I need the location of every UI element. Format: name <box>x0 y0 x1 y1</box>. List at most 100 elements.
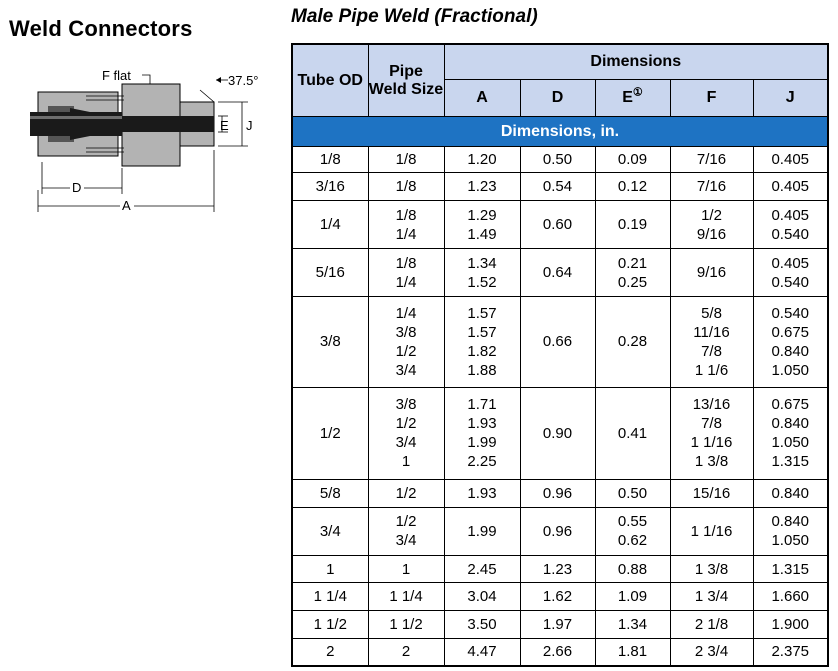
tube <box>30 112 122 136</box>
cell-pipe-weld-size: 1 <box>367 554 445 584</box>
cell-tube-od: 3/8 <box>291 296 369 388</box>
cell-e: 0.09 <box>594 145 671 174</box>
cell-j: 0.840 <box>752 478 829 508</box>
tube-highlight <box>30 116 122 119</box>
cell-pipe-weld-size-line: 3/8 <box>395 323 417 341</box>
cell-f-line: 9/16 <box>696 225 727 243</box>
cell-pipe-weld-size: 1/2 <box>367 478 445 508</box>
cell-tube-od: 2 <box>291 637 369 667</box>
table-row: 3/16 1/8 1.23 0.54 0.12 7/16 0.405 <box>291 172 829 202</box>
cell-pipe-weld-size: 1/8 1/4 <box>367 200 445 250</box>
cell-j: 0.840 1.050 <box>752 506 829 556</box>
cell-d: 0.90 <box>519 386 596 480</box>
cell-pipe-weld-size-line: 3/4 <box>395 434 417 452</box>
cell-j-line: 1.315 <box>771 560 810 578</box>
cell-j-line: 0.405 <box>771 206 810 224</box>
cell-e: 1.09 <box>594 582 671 612</box>
cell-a-line: 1.99 <box>467 522 497 540</box>
cell-a: 2.45 <box>443 554 521 584</box>
cell-f: 5/8 11/16 7/8 1 1/6 <box>669 296 754 388</box>
cell-f: 2 1/8 <box>669 610 754 639</box>
cell-pipe-weld-size-line: 1/4 <box>395 273 417 291</box>
cell-a-line: 1.93 <box>467 415 497 433</box>
cell-e: 0.19 <box>594 200 671 250</box>
cell-tube-od: 1/4 <box>291 200 369 250</box>
header-e-text: E <box>622 89 633 106</box>
cell-j-line: 0.840 <box>771 342 810 360</box>
cell-pipe-weld-size: 1/8 1/4 <box>367 248 445 298</box>
cell-e: 0.55 0.62 <box>594 506 671 556</box>
j-label: J <box>246 118 253 133</box>
cell-j: 1.315 <box>752 554 829 584</box>
cell-tube-od: 1 1/2 <box>291 610 369 639</box>
cell-j-line: 1.900 <box>771 615 810 633</box>
cell-f-line: 1/2 <box>701 206 722 224</box>
cell-pipe-weld-size-line: 3/8 <box>395 396 417 414</box>
cell-a-line: 1.82 <box>467 342 497 360</box>
cell-j-line: 0.540 <box>771 304 810 322</box>
cell-f: 1/2 9/16 <box>669 200 754 250</box>
cell-pipe-weld-size: 1/8 <box>367 172 445 202</box>
cell-f-line: 1 3/8 <box>694 560 729 578</box>
cell-j-line: 0.675 <box>771 323 810 341</box>
cell-f: 7/16 <box>669 145 754 174</box>
cell-a: 1.34 1.52 <box>443 248 521 298</box>
cell-f-line: 1 1/16 <box>690 434 733 452</box>
cell-j-line: 0.840 <box>771 484 810 502</box>
cell-pipe-weld-size: 3/8 1/2 3/4 1 <box>367 386 445 480</box>
cell-a-line: 1.34 <box>467 254 497 272</box>
cell-d: 2.66 <box>519 637 596 667</box>
cell-j-line: 0.405 <box>771 254 810 272</box>
cell-e-line: 0.25 <box>617 273 648 291</box>
cell-a-line: 3.50 <box>467 615 497 633</box>
cell-j-line: 0.540 <box>771 273 810 291</box>
table-row: 3/4 1/2 3/4 1.99 0.96 0.55 0.62 1 1/16 0.840 1.05… <box>291 506 829 556</box>
table-row: 1 1/4 1 1/4 3.04 1.62 1.09 1 3/4 1.660 <box>291 582 829 612</box>
cell-pipe-weld-size: 1/2 3/4 <box>367 506 445 556</box>
table-row: 3/8 1/4 3/8 1/2 3/4 1.57 1.57 1.82 1.88 0.66 0.28 5… <box>291 296 829 388</box>
cell-pipe-weld-size-line: 1 1/2 <box>389 615 423 633</box>
header-pipe-weld-size: Pipe Weld Size <box>367 43 445 117</box>
cell-pipe-weld-size-line: 1/8 <box>395 206 417 224</box>
cell-f-line: 1 1/16 <box>690 522 733 540</box>
cell-e-line: 0.88 <box>617 560 648 578</box>
table-row: 1 1 2.45 1.23 0.88 1 3/8 1.315 <box>291 554 829 584</box>
cell-tube-od: 1/8 <box>291 145 369 174</box>
e-label: E <box>220 118 229 133</box>
header-e: E① <box>594 79 671 117</box>
cell-j-line: 1.315 <box>771 453 810 471</box>
cell-d: 0.96 <box>519 478 596 508</box>
a-label: A <box>122 198 131 213</box>
cell-j: 0.675 0.840 1.050 1.315 <box>752 386 829 480</box>
cell-a-line: 2.25 <box>467 453 497 471</box>
cell-e: 0.41 <box>594 386 671 480</box>
cell-a-line: 1.57 <box>467 323 497 341</box>
cell-a: 3.04 <box>443 582 521 612</box>
table-row: 1/8 1/8 1.20 0.50 0.09 7/16 0.405 <box>291 145 829 174</box>
cell-f: 13/16 7/8 1 1/16 1 3/8 <box>669 386 754 480</box>
cell-pipe-weld-size-line: 1/8 <box>395 151 417 169</box>
cell-f-line: 15/16 <box>692 484 731 502</box>
cell-a-line: 1.52 <box>467 273 497 291</box>
cell-f-line: 2 1/8 <box>694 615 729 633</box>
header-a: A <box>443 79 521 117</box>
fitting-diagram: F flat 37.5° E J D A <box>30 68 259 213</box>
cell-a: 1.71 1.93 1.99 2.25 <box>443 386 521 480</box>
cell-tube-od: 5/8 <box>291 478 369 508</box>
header-dimensions: Dimensions <box>443 43 829 80</box>
cell-j-line: 0.840 <box>771 513 810 531</box>
table-row: 1/4 1/8 1/4 1.29 1.49 0.60 0.19 1/2 9/16 0.405 0.5… <box>291 200 829 250</box>
cell-f-line: 9/16 <box>696 264 727 282</box>
cell-e-line: 0.21 <box>617 254 648 272</box>
d-label: D <box>72 180 81 195</box>
cell-a: 4.47 <box>443 637 521 667</box>
cell-d: 0.66 <box>519 296 596 388</box>
cell-e-line: 0.62 <box>617 532 648 550</box>
cell-a-line: 1.88 <box>467 361 497 379</box>
cell-pipe-weld-size-line: 2 <box>401 643 411 661</box>
cell-f-line: 1 1/6 <box>694 361 729 379</box>
cell-pipe-weld-size: 1/4 3/8 1/2 3/4 <box>367 296 445 388</box>
cell-tube-od: 1 <box>291 554 369 584</box>
cell-j-line: 0.540 <box>771 225 810 243</box>
cell-pipe-weld-size-line: 1 1/4 <box>389 588 423 606</box>
